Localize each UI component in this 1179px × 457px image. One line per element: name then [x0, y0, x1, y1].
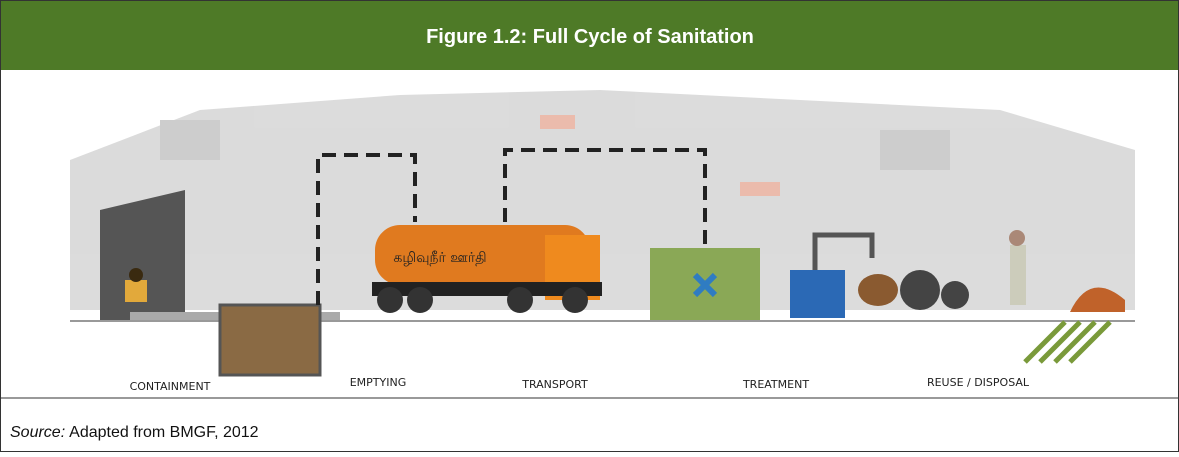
stage-label: TRANSPORT [521, 378, 588, 391]
truck-text: கழிவுநீர் ஊர்தி [393, 250, 486, 266]
stage-label: EMPTYING [350, 376, 407, 389]
background-town [70, 90, 1135, 310]
stage-label: REUSE / DISPOSAL [927, 376, 1030, 389]
stage-label: TREATMENT [742, 378, 809, 391]
treatment-plant [650, 248, 760, 320]
stage-label: CONTAINMENT [130, 380, 211, 393]
title: Figure 1.2: Full Cycle of Sanitation [426, 26, 754, 48]
source-text: Adapted from BMGF, 2012 [69, 424, 259, 441]
source-label: Source: [10, 424, 65, 441]
source: Source:Adapted from BMGF, 2012 [10, 424, 259, 441]
figure: Figure 1.2: Full Cycle of Sanitation கழி… [0, 0, 1179, 452]
